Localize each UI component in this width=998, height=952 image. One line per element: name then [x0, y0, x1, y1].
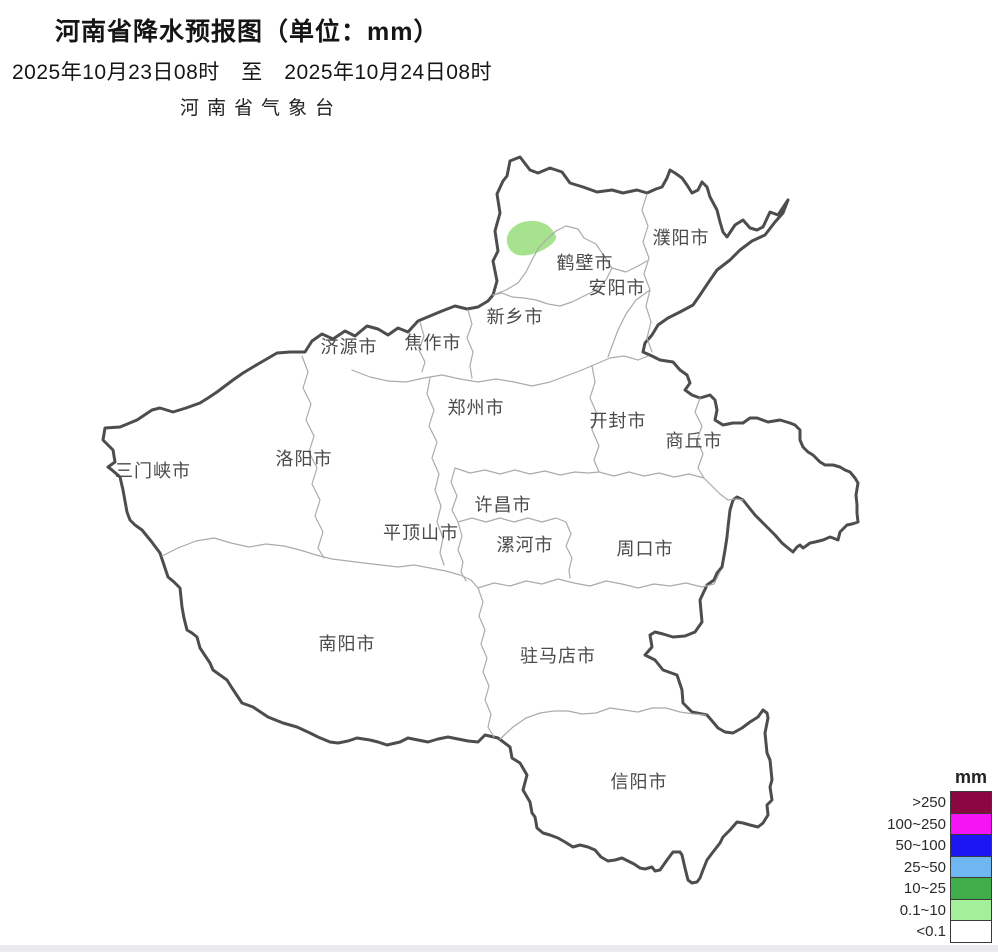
map-label-shangqiu: 商丘市 — [665, 431, 723, 451]
legend-label: >250 — [912, 794, 946, 811]
legend-label: <0.1 — [916, 923, 946, 940]
district-boundary — [351, 355, 649, 387]
legend-row: 25~50 — [874, 855, 992, 878]
legend-row: >250 — [874, 791, 992, 814]
map-label-anyang: 安阳市 — [588, 278, 646, 298]
map-label-pingdingshan: 平顶山市 — [383, 523, 459, 543]
legend-swatch — [950, 791, 992, 814]
district-boundary — [457, 517, 567, 523]
map-label-sanmenxia: 三门峡市 — [115, 461, 191, 481]
map-label-luohe: 漯河市 — [496, 535, 554, 555]
bottom-divider — [0, 945, 998, 952]
legend-row: <0.1 — [874, 920, 992, 943]
legend-swatch — [950, 855, 992, 878]
district-boundary — [161, 537, 479, 589]
district-boundary — [492, 225, 585, 296]
district-boundary — [703, 477, 744, 501]
legend-label: 50~100 — [895, 837, 946, 854]
legend: mm >250 100~250 50~100 25~50 10~25 0.1~1… — [874, 766, 992, 943]
district-boundary — [454, 467, 600, 476]
legend-swatch — [950, 834, 992, 857]
map-label-luoyang: 洛阳市 — [275, 449, 333, 469]
district-boundary — [466, 309, 474, 379]
legend-label: 10~25 — [903, 880, 946, 897]
district-boundary — [641, 193, 653, 353]
map-label-xinyang: 信阳市 — [610, 772, 668, 792]
district-boundary — [418, 321, 426, 373]
legend-unit-label: mm — [954, 767, 987, 787]
map-label-nanyang: 南阳市 — [318, 634, 376, 654]
district-boundary — [589, 365, 600, 473]
district-boundary — [426, 377, 445, 566]
district-boundary — [607, 289, 651, 358]
forecast-period: 2025年10月23日08时 至 2025年10月24日08时 — [12, 61, 493, 84]
legend-label: 25~50 — [903, 858, 946, 876]
district-boundary — [301, 355, 325, 559]
map-label-xuchang: 许昌市 — [474, 495, 532, 515]
map-label-jiyuan: 济源市 — [320, 337, 378, 357]
legend-swatch — [950, 920, 992, 943]
legend-row: 50~100 — [874, 834, 992, 857]
precipitation-area-light — [506, 220, 557, 256]
district-boundary — [477, 587, 495, 738]
district-boundary — [611, 260, 648, 273]
legend-row: 100~250 — [874, 812, 992, 835]
district-boundary — [477, 571, 721, 589]
district-boundary — [457, 521, 467, 582]
map-label-xinxiang: 新乡市 — [486, 307, 544, 327]
legend-swatch — [950, 898, 992, 921]
district-boundary — [598, 471, 705, 479]
legend-label: 100~250 — [887, 815, 946, 833]
map-label-zhengzhou: 郑州市 — [447, 398, 505, 418]
legend-row: 0.1~10 — [874, 898, 992, 921]
legend-swatch — [950, 877, 992, 900]
legend-swatch — [950, 812, 992, 835]
agency-name: 河南省气象台 — [180, 98, 343, 119]
district-boundary — [565, 521, 573, 579]
map-label-kaifeng: 开封市 — [589, 411, 647, 431]
map-label-zhumadian: 驻马店市 — [520, 646, 596, 666]
map-label-zhoukou: 周口市 — [616, 539, 674, 559]
district-boundary — [492, 237, 613, 307]
map-label-puyang: 濮阳市 — [652, 228, 710, 248]
legend-row: 10~25 — [874, 877, 992, 900]
map-label-jiaozuo: 焦作市 — [404, 333, 462, 353]
district-boundary — [499, 707, 707, 740]
district-boundary — [450, 467, 459, 523]
legend-label: 0.1~10 — [899, 901, 946, 919]
district-boundary — [694, 397, 705, 479]
map-label-hebi: 鹤壁市 — [556, 253, 614, 273]
page-title: 河南省降水预报图（单位：mm） — [55, 18, 440, 46]
